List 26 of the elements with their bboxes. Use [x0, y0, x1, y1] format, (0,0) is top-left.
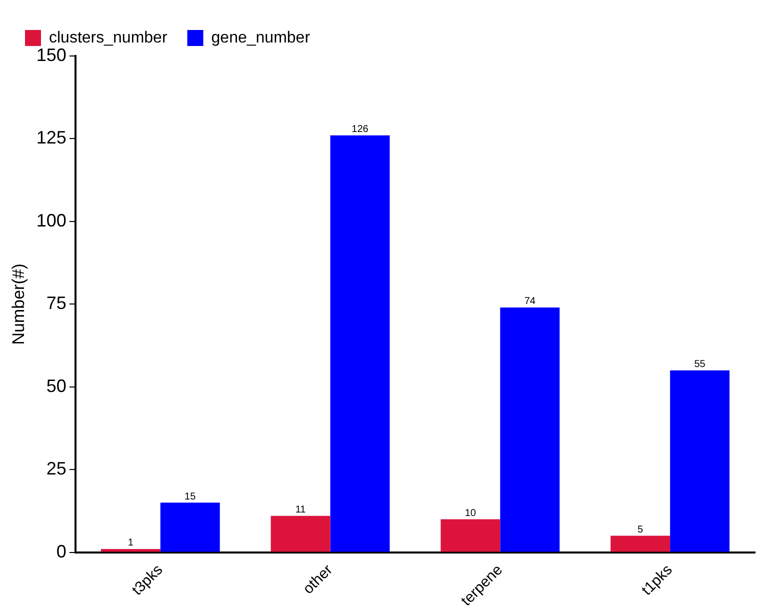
bar	[670, 370, 730, 552]
data-label: 74	[524, 296, 536, 308]
bar	[160, 502, 220, 552]
y-axis-title: Number(#)	[8, 264, 28, 345]
bar	[500, 307, 560, 552]
data-label: 15	[184, 491, 196, 502]
y-tick-label: 150	[36, 44, 66, 65]
data-label: 11	[295, 504, 306, 516]
data-label: 1	[128, 538, 134, 549]
bar	[270, 516, 330, 552]
data-label: 126	[352, 124, 369, 136]
y-tick-label: 125	[36, 128, 66, 148]
bar	[440, 519, 500, 552]
bar	[610, 536, 670, 552]
y-tick-label: 0	[56, 541, 66, 562]
y-tick-label: 75	[46, 293, 66, 314]
legend-label: gene_number	[211, 29, 311, 46]
y-tick-label: 25	[46, 458, 66, 479]
y-tick-label: 50	[46, 376, 66, 396]
data-label: 5	[638, 524, 644, 536]
data-label: 55	[694, 359, 706, 370]
legend-label: clusters_number	[49, 29, 168, 46]
bar	[100, 548, 160, 552]
data-label: 10	[464, 508, 476, 519]
bar	[330, 135, 390, 552]
y-tick-label: 100	[36, 210, 66, 230]
